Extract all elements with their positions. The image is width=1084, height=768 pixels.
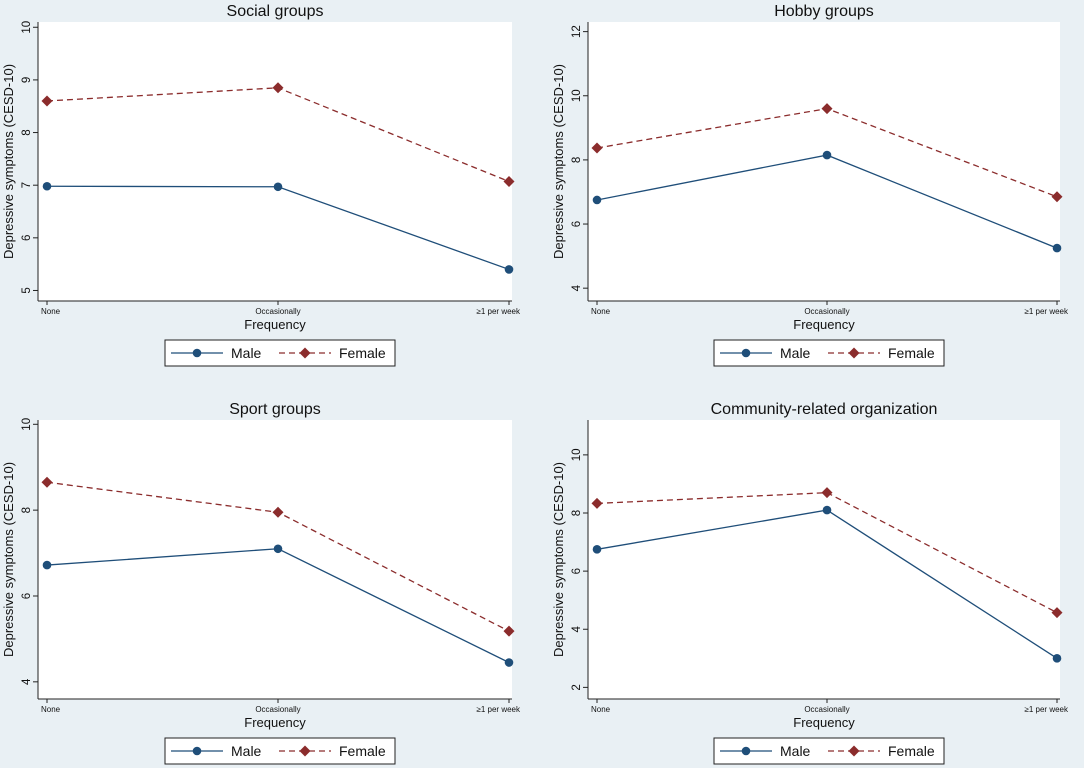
- female-point: [821, 487, 833, 499]
- legend-male-label: Male: [780, 345, 811, 361]
- y-tick-label: 4: [571, 625, 583, 632]
- legend: Male Female: [164, 339, 396, 367]
- y-tick-label: 10: [21, 418, 33, 431]
- y-tick-label: 7: [21, 182, 33, 188]
- female-point: [272, 82, 284, 94]
- x-tick-label: ≥1 per week: [476, 307, 521, 316]
- y-tick-label: 12: [571, 25, 583, 38]
- panel-2: Hobby groups 4 6 8 10 12 Depressive symptoms (…: [551, 3, 1069, 367]
- panel-title: Sport groups: [229, 401, 321, 418]
- female-point: [591, 142, 603, 154]
- female-point: [503, 176, 515, 188]
- x-axis-label: Frequency: [793, 715, 855, 730]
- legend-male-label: Male: [231, 743, 262, 759]
- legend: Male Female: [164, 737, 396, 765]
- male-point: [42, 181, 52, 191]
- panel-title: Hobby groups: [774, 3, 874, 20]
- male-point: [504, 265, 514, 274]
- y-tick-label: 4: [571, 284, 583, 291]
- legend-female-marker: [848, 347, 860, 359]
- x-axis-label: Frequency: [244, 317, 306, 332]
- y-tick-label: 10: [21, 21, 33, 34]
- y-axis-label: Depressive symptoms (CESD-10): [551, 462, 566, 657]
- male-point: [1052, 654, 1062, 663]
- y-tick-label: 6: [571, 568, 583, 574]
- plot-area: [38, 420, 512, 699]
- male-point: [1052, 243, 1062, 253]
- legend-female-label: Female: [339, 345, 386, 361]
- female-point: [1051, 191, 1063, 203]
- x-tick-label: Occasionally: [804, 307, 849, 316]
- male-point: [822, 150, 832, 160]
- y-tick-label: 8: [571, 157, 583, 163]
- y-tick-label: 5: [21, 287, 33, 293]
- legend-female-label: Female: [339, 743, 386, 759]
- legend: Male Female: [713, 737, 945, 765]
- legend-female-marker: [848, 745, 860, 757]
- x-tick-label: ≥1 per week: [1024, 705, 1069, 714]
- plot-area: [38, 22, 512, 301]
- panel-3: Sport groups 4 6 8 10 Depressive symptoms (CE…: [1, 401, 521, 765]
- y-tick-label: 10: [571, 89, 583, 102]
- x-tick-label: None: [41, 705, 61, 714]
- y-axis-label: Depressive symptoms (CESD-10): [1, 462, 16, 657]
- legend-female-label: Female: [888, 743, 935, 759]
- legend: Male Female: [713, 339, 945, 367]
- legend-male-marker: [192, 746, 202, 756]
- plot-area: [588, 22, 1060, 301]
- y-tick-label: 2: [571, 684, 583, 690]
- legend-male-label: Male: [780, 743, 811, 759]
- x-tick-label: None: [591, 307, 611, 316]
- female-point: [821, 103, 833, 115]
- male-point: [504, 658, 514, 667]
- x-tick-label: Occasionally: [255, 705, 300, 714]
- legend-male-label: Male: [231, 345, 262, 361]
- y-axis-label: Depressive symptoms (CESD-10): [551, 64, 566, 259]
- x-tick-label: None: [591, 705, 611, 714]
- panel-title: Social groups: [227, 3, 324, 20]
- plot-area: [588, 420, 1060, 699]
- male-point: [273, 544, 283, 554]
- y-axis-label: Depressive symptoms (CESD-10): [1, 64, 16, 259]
- y-tick-label: 6: [21, 593, 33, 599]
- female-point: [41, 95, 53, 107]
- y-tick-label: 4: [21, 678, 33, 685]
- y-tick-label: 6: [21, 235, 33, 241]
- legend-male-marker: [741, 348, 751, 358]
- female-point: [503, 625, 515, 637]
- y-tick-label: 9: [21, 77, 33, 83]
- male-point: [42, 560, 52, 570]
- male-point: [822, 505, 832, 515]
- legend-female-label: Female: [888, 345, 935, 361]
- panel-4: Community-related organization 2 4 6 8 10 Depr…: [551, 401, 1069, 765]
- x-axis-label: Frequency: [793, 317, 855, 332]
- x-tick-label: Occasionally: [804, 705, 849, 714]
- x-tick-label: ≥1 per week: [476, 705, 521, 714]
- y-tick-label: 6: [571, 221, 583, 227]
- legend-female-marker: [299, 745, 311, 757]
- y-tick-label: 10: [571, 448, 583, 461]
- x-tick-label: None: [41, 307, 61, 316]
- legend-male-marker: [741, 746, 751, 756]
- y-tick-label: 8: [21, 507, 33, 513]
- y-tick-label: 8: [21, 129, 33, 135]
- legend-female-marker: [299, 347, 311, 359]
- y-tick-label: 8: [571, 510, 583, 516]
- legend-male-marker: [192, 348, 202, 358]
- female-point: [272, 506, 284, 518]
- male-point: [273, 182, 283, 192]
- female-point: [41, 476, 53, 488]
- panel-1: Social groups 5 6 7 8 9 10 Depressive symptoms …: [1, 3, 521, 367]
- male-point: [592, 195, 602, 205]
- x-tick-label: ≥1 per week: [1024, 307, 1069, 316]
- female-point: [591, 497, 603, 509]
- panel-title: Community-related organization: [711, 401, 938, 418]
- female-point: [1051, 607, 1063, 619]
- x-tick-label: Occasionally: [255, 307, 300, 316]
- x-axis-label: Frequency: [244, 715, 306, 730]
- male-point: [592, 545, 602, 554]
